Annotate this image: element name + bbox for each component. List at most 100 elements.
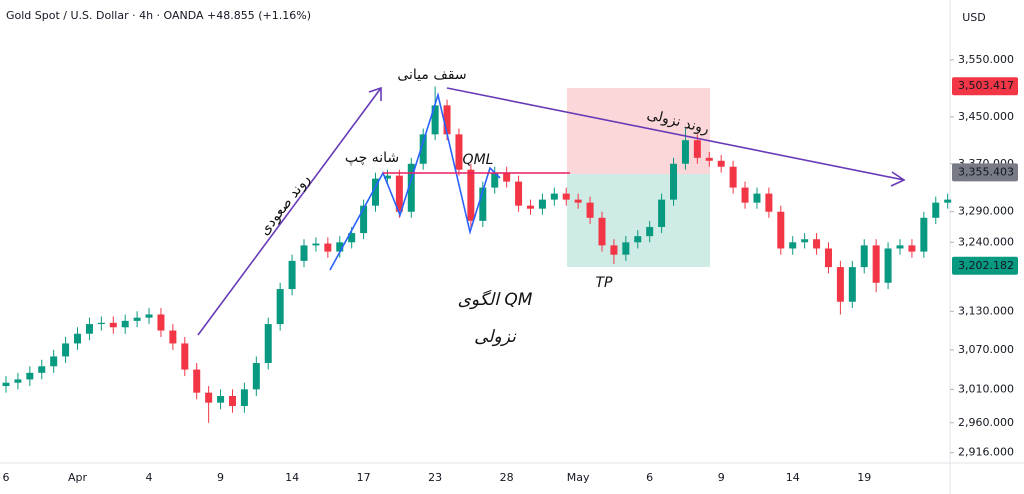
x-tick-label: 4 xyxy=(146,471,153,484)
candle-body xyxy=(491,172,499,188)
candle-body xyxy=(550,193,558,200)
candle-body xyxy=(455,134,463,170)
candle-body xyxy=(932,202,940,218)
y-tick-label: 3,450.000 xyxy=(958,110,1014,123)
candle-body xyxy=(884,248,892,283)
candle-body xyxy=(765,193,773,212)
x-tick-label: 14 xyxy=(285,471,299,484)
price-label: 3,503.417 xyxy=(958,79,1014,92)
candle-body xyxy=(324,243,332,252)
candle-body xyxy=(753,193,761,203)
candle-body xyxy=(288,260,296,290)
candle-body xyxy=(38,366,46,373)
candle-body xyxy=(920,217,928,252)
candle-body xyxy=(407,163,415,212)
price-label: 3,355.403 xyxy=(958,165,1014,178)
x-tick-label: 19 xyxy=(857,471,871,484)
price-label-box xyxy=(952,77,1018,96)
candle-body xyxy=(14,379,22,383)
x-tick-label: 23 xyxy=(428,471,442,484)
candle-body xyxy=(74,333,82,344)
candle-body xyxy=(681,140,689,164)
candle-body xyxy=(169,330,177,344)
arrow-head xyxy=(368,86,382,101)
candle-body xyxy=(824,248,832,268)
candle-body xyxy=(133,317,141,321)
candle-body xyxy=(670,163,678,200)
candle-body xyxy=(598,217,606,246)
price-label: 3,202.182 xyxy=(958,259,1014,272)
candle-body xyxy=(610,245,618,255)
candle-body xyxy=(62,343,70,357)
candle-body xyxy=(860,245,868,268)
annotation: شانه چپ xyxy=(345,150,399,166)
y-tick-label: 2,960.000 xyxy=(958,416,1014,429)
candle-body xyxy=(479,187,487,221)
candle-body xyxy=(157,314,165,331)
candle-body xyxy=(300,245,308,261)
candle-body xyxy=(646,226,654,237)
y-tick-label: 3,240.000 xyxy=(958,235,1014,248)
candle-body xyxy=(252,362,260,390)
x-tick-label: 17 xyxy=(357,471,371,484)
arrow-head xyxy=(890,171,906,187)
candle-body xyxy=(515,181,523,206)
candle-body xyxy=(717,160,725,167)
x-tick-label: May xyxy=(567,471,590,484)
candle-body xyxy=(312,243,320,246)
candle-body xyxy=(109,322,117,328)
x-tick-label: 9 xyxy=(718,471,725,484)
x-tick-label: 6 xyxy=(3,471,10,484)
candle-body xyxy=(336,242,344,252)
candle-body xyxy=(193,369,201,393)
y-tick-label: 3,130.000 xyxy=(958,304,1014,317)
uptrend-arrow xyxy=(197,87,382,336)
y-tick-label: 3,550.000 xyxy=(958,53,1014,66)
candle-body xyxy=(836,267,844,302)
candle-body xyxy=(872,245,880,283)
price-label-box xyxy=(952,256,1018,275)
currency: USD xyxy=(962,11,986,24)
annotation: الگوی QM xyxy=(458,289,533,310)
y-tick-label: 3,010.000 xyxy=(958,382,1014,395)
candle-body xyxy=(634,236,642,243)
candle-body xyxy=(181,343,189,370)
candle-body xyxy=(240,389,248,407)
candle-body xyxy=(538,199,546,209)
candle-body xyxy=(729,166,737,188)
candle-body xyxy=(383,175,391,179)
candle-body xyxy=(777,211,785,249)
candle-body xyxy=(658,199,666,227)
annotation: TP xyxy=(596,275,614,291)
y-tick-label: 3,290.000 xyxy=(958,205,1014,218)
candle-body xyxy=(693,140,701,158)
y-tick-label: 3,070.000 xyxy=(958,343,1014,356)
candle-body xyxy=(264,324,272,363)
candle-body xyxy=(562,193,570,200)
candle-body xyxy=(205,392,213,403)
candle-body xyxy=(372,178,380,206)
candle-body xyxy=(908,245,916,252)
candle-body xyxy=(360,205,368,234)
candle-body xyxy=(526,205,534,209)
candle-body xyxy=(705,157,713,161)
candle-body xyxy=(348,233,356,243)
candle-body xyxy=(50,356,58,367)
annotation: QML xyxy=(463,152,494,168)
candle-body xyxy=(276,289,284,325)
candle-body xyxy=(85,324,93,334)
candle-body xyxy=(443,105,451,135)
candle-body xyxy=(395,175,403,212)
candle-body xyxy=(228,395,236,407)
candle-body xyxy=(944,199,952,203)
downtrend-arrow xyxy=(446,87,905,181)
x-tick-label: 28 xyxy=(500,471,514,484)
candle-body xyxy=(503,172,511,182)
x-tick-label: 14 xyxy=(786,471,800,484)
candle-body xyxy=(2,382,10,387)
x-tick-label: 6 xyxy=(646,471,653,484)
candle-body xyxy=(586,202,594,218)
